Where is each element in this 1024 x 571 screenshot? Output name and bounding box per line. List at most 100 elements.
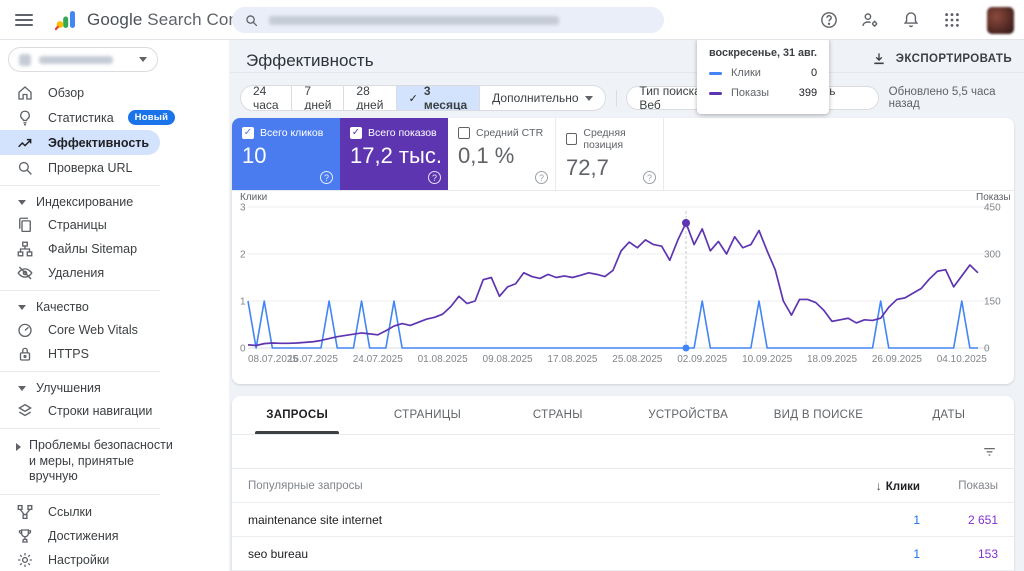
column-header-clicks[interactable]: ↓ Клики bbox=[875, 478, 920, 493]
sidebar-item-removals[interactable]: Удаления bbox=[0, 261, 229, 285]
tooltip-value: 0 bbox=[810, 67, 818, 79]
new-badge: Новый bbox=[127, 110, 176, 125]
range-7d[interactable]: 7 дней bbox=[292, 86, 345, 110]
metric-card-average-ctr[interactable]: Средний CTR 0,1 % ? bbox=[448, 118, 556, 190]
tab-queries[interactable]: ЗАПРОСЫ bbox=[232, 396, 362, 434]
check-icon: ✓ bbox=[408, 92, 418, 105]
export-button[interactable]: ЭКСПОРТИРОВАТЬ bbox=[871, 51, 1012, 67]
sidebar-item-label: Статистика bbox=[48, 110, 114, 125]
section-label: Индексирование bbox=[36, 195, 134, 209]
help-icon[interactable]: ? bbox=[643, 171, 656, 184]
svg-text:25.08.2025: 25.08.2025 bbox=[612, 354, 662, 365]
lightbulb-icon bbox=[20, 110, 30, 125]
sidebar-item-overview[interactable]: Обзор bbox=[0, 80, 229, 105]
svg-text:150: 150 bbox=[984, 297, 1001, 308]
impressions-series-marker bbox=[709, 91, 722, 95]
user-settings-icon[interactable] bbox=[860, 10, 880, 30]
tab-search-appearance[interactable]: ВИД В ПОИСКЕ bbox=[773, 409, 864, 421]
sidebar-item-sitemaps[interactable]: Файлы Sitemap bbox=[0, 237, 229, 261]
divider bbox=[0, 185, 160, 186]
svg-text:3: 3 bbox=[240, 203, 246, 214]
sidebar-item-label: Проблемы безопасности и меры, принятые в… bbox=[29, 438, 173, 484]
property-favicon bbox=[19, 53, 31, 66]
help-icon[interactable]: ? bbox=[535, 171, 548, 184]
impressions-cell[interactable]: 153 bbox=[977, 546, 998, 561]
query-cell[interactable]: seo bureau bbox=[248, 546, 309, 561]
metric-value: 10 bbox=[242, 143, 267, 168]
sidebar-item-core-web-vitals[interactable]: Core Web Vitals bbox=[0, 318, 229, 342]
tab-countries[interactable]: СТРАНЫ bbox=[532, 409, 583, 421]
checkbox-unchecked-icon[interactable] bbox=[566, 133, 578, 145]
sidebar-item-settings[interactable]: Настройки bbox=[0, 548, 229, 571]
divider bbox=[615, 90, 617, 106]
filter-icon[interactable] bbox=[981, 443, 998, 460]
sidebar-item-pages[interactable]: Страницы bbox=[0, 213, 229, 237]
column-header-queries[interactable]: Популярные запросы bbox=[248, 479, 363, 492]
svg-text:300: 300 bbox=[984, 250, 1001, 261]
range-3m-selected[interactable]: ✓ 3 месяца bbox=[396, 86, 481, 110]
account-avatar[interactable] bbox=[987, 6, 1014, 34]
sidebar-item-achievements[interactable]: Достижения bbox=[0, 524, 229, 548]
page-title: Эффективность bbox=[246, 51, 374, 70]
chevron-down-icon bbox=[18, 385, 26, 391]
sidebar-item-label: HTTPS bbox=[48, 347, 89, 361]
svg-text:16.07.2025: 16.07.2025 bbox=[288, 354, 338, 365]
table-row[interactable]: seo bureau 1 153 bbox=[232, 537, 1014, 571]
range-24h[interactable]: 24 часа bbox=[241, 86, 293, 110]
tab-dates[interactable]: ДАТЫ bbox=[932, 409, 966, 421]
sidebar-item-insights[interactable]: Статистика Новый bbox=[0, 105, 229, 130]
sidebar-section-indexing[interactable]: Индексирование bbox=[0, 191, 229, 213]
range-28d[interactable]: 28 дней bbox=[344, 86, 397, 110]
help-icon[interactable]: ? bbox=[320, 171, 333, 184]
metric-label: Средний CTR bbox=[476, 127, 544, 139]
column-header-impressions[interactable]: Показы bbox=[958, 479, 998, 492]
metric-card-total-clicks[interactable]: ✓ Всего кликов 10 ? bbox=[232, 118, 340, 190]
performance-chart[interactable]: Клики Показы 3 450 2 300 1 150 0 0 08.07.2025 16.07… bbox=[232, 38, 1014, 375]
sidebar-item-performance[interactable]: Эффективность bbox=[0, 130, 160, 155]
metric-label: Всего показов bbox=[368, 127, 437, 139]
svg-text:09.08.2025: 09.08.2025 bbox=[483, 354, 533, 365]
query-cell[interactable]: maintenance site internet bbox=[248, 512, 383, 527]
notifications-bell-icon[interactable] bbox=[901, 10, 921, 30]
property-selector[interactable] bbox=[8, 47, 158, 72]
sidebar-section-experience[interactable]: Качество bbox=[0, 296, 229, 318]
metric-card-total-impressions[interactable]: ✓ Всего показов 17,2 тыс. ? bbox=[340, 118, 448, 190]
svg-text:08.07.2025: 08.07.2025 bbox=[248, 354, 298, 365]
sidebar-item-label: Достижения bbox=[48, 528, 119, 543]
lock-icon bbox=[19, 347, 31, 361]
checkbox-unchecked-icon[interactable] bbox=[458, 127, 470, 139]
sidebar-item-security-manual-actions[interactable]: Проблемы безопасности и меры, принятые в… bbox=[0, 434, 229, 489]
range-more[interactable]: Дополнительно bbox=[480, 86, 604, 110]
search-input[interactable] bbox=[232, 7, 664, 33]
divider bbox=[0, 371, 160, 372]
tab-pages[interactable]: СТРАНИЦЫ bbox=[393, 409, 462, 421]
property-name-redacted bbox=[39, 55, 113, 64]
checkbox-checked-icon[interactable]: ✓ bbox=[350, 127, 362, 139]
search-console-logo-icon bbox=[55, 10, 75, 30]
sidebar-item-https[interactable]: HTTPS bbox=[0, 342, 229, 366]
eye-off-icon bbox=[17, 266, 33, 280]
filter-bar: 24 часа 7 дней 28 дней ✓ 3 месяца Дополн… bbox=[230, 84, 1024, 112]
help-icon[interactable] bbox=[819, 10, 839, 30]
tooltip-value: 399 bbox=[798, 87, 818, 99]
sidebar-item-url-inspection[interactable]: Проверка URL bbox=[0, 155, 229, 180]
sidebar-item-breadcrumbs[interactable]: Строки навигации bbox=[0, 399, 229, 423]
sidebar-item-label: Ссылки bbox=[48, 504, 93, 519]
performance-panel: ✓ Всего кликов 10 ? ✓ Всего показов 17,2… bbox=[232, 38, 1014, 384]
metric-card-average-position[interactable]: Средняя позиция 72,7 ? bbox=[556, 118, 664, 190]
clicks-cell[interactable]: 1 bbox=[913, 512, 920, 527]
table-row[interactable]: maintenance site internet 1 2 651 bbox=[232, 503, 1014, 537]
tab-devices[interactable]: УСТРОЙСТВА bbox=[648, 409, 729, 421]
sidebar-section-enhancements[interactable]: Улучшения bbox=[0, 377, 229, 399]
sidebar-item-links[interactable]: Ссылки bbox=[0, 500, 229, 524]
hamburger-menu-icon[interactable] bbox=[15, 13, 33, 26]
sidebar-item-label: Страницы bbox=[48, 218, 107, 232]
dimension-tabs: ЗАПРОСЫ СТРАНИЦЫ СТРАНЫ УСТРОЙСТВА ВИД В… bbox=[232, 396, 1014, 435]
clicks-cell[interactable]: 1 bbox=[913, 546, 920, 561]
impressions-cell[interactable]: 2 651 bbox=[967, 512, 998, 527]
google-apps-grid-icon[interactable] bbox=[942, 10, 962, 30]
checkbox-checked-icon[interactable]: ✓ bbox=[242, 127, 254, 139]
help-icon[interactable]: ? bbox=[428, 171, 441, 184]
sidebar-item-label: Удаления bbox=[48, 266, 105, 280]
